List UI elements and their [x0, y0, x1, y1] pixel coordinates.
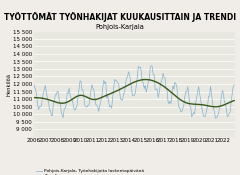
- Trendi: [214, 106, 217, 108]
- Trendi: [32, 97, 35, 99]
- Pohjois-Karjala, Työnhakijoita laskentapäivänä: [137, 65, 140, 68]
- Pohjois-Karjala, Työnhakijoita laskentapäivänä: [54, 94, 57, 96]
- Pohjois-Karjala, Työnhakijoita laskentapäivänä: [150, 65, 153, 67]
- Y-axis label: Henkilöä: Henkilöä: [6, 72, 12, 96]
- Pohjois-Karjala, Työnhakijoita laskentapäivänä: [66, 92, 69, 94]
- Trendi: [54, 101, 57, 103]
- Trendi: [181, 100, 184, 102]
- Line: Pohjois-Karjala, Työnhakijoita laskentapäivänä: Pohjois-Karjala, Työnhakijoita laskentap…: [34, 66, 234, 118]
- Trendi: [85, 96, 88, 98]
- Pohjois-Karjala, Työnhakijoita laskentapäivänä: [181, 107, 184, 109]
- Legend: Pohjois-Karjala, Työnhakijoita laskentapäivänä, Trendi: Pohjois-Karjala, Työnhakijoita laskentap…: [36, 169, 144, 175]
- Line: Trendi: Trendi: [34, 79, 234, 107]
- Pohjois-Karjala, Työnhakijoita laskentapäivänä: [233, 84, 236, 86]
- Text: TYÖTTÖMÄT TYÖNHAKIJAT KUUKAUSITTAIN JA TRENDI: TYÖTTÖMÄT TYÖNHAKIJAT KUUKAUSITTAIN JA T…: [4, 12, 236, 22]
- Trendi: [233, 100, 236, 102]
- Trendi: [66, 101, 69, 103]
- Pohjois-Karjala, Työnhakijoita laskentapäivänä: [85, 106, 88, 108]
- Trendi: [133, 81, 136, 83]
- Pohjois-Karjala, Työnhakijoita laskentapäivänä: [32, 82, 35, 85]
- Trendi: [137, 80, 140, 82]
- Pohjois-Karjala, Työnhakijoita laskentapäivänä: [133, 94, 136, 96]
- Pohjois-Karjala, Työnhakijoita laskentapäivänä: [214, 117, 217, 119]
- Text: Pohjois-Karjala: Pohjois-Karjala: [96, 25, 144, 30]
- Trendi: [144, 78, 147, 81]
